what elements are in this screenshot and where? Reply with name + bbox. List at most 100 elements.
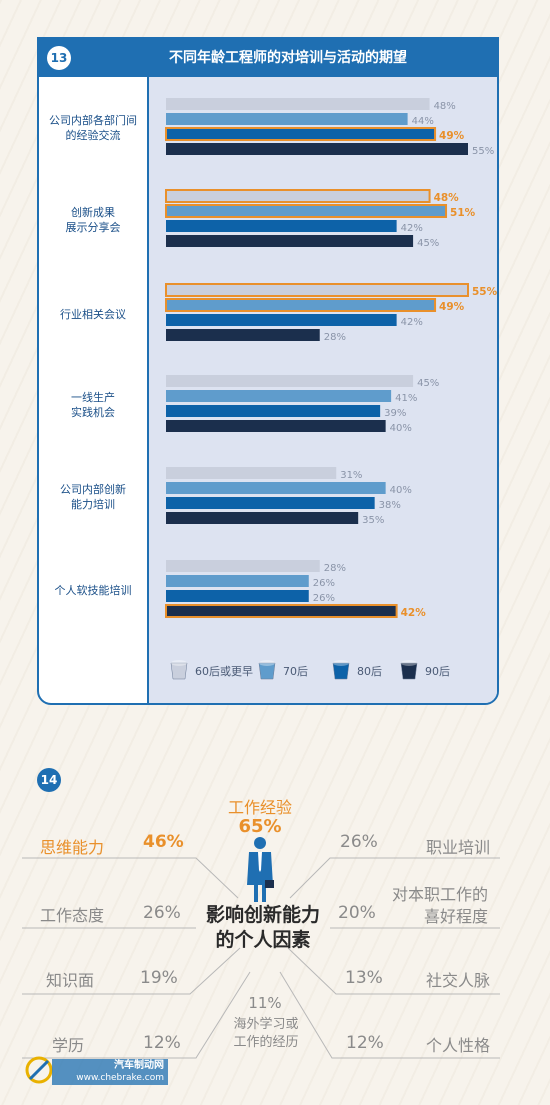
bar-value-label: 49% [439, 301, 465, 313]
watermark: 汽车制动网 www.chebrake.com [52, 1059, 168, 1085]
legend-item: 90后 [400, 660, 450, 680]
bar-value-label: 35% [362, 515, 384, 526]
legend-item: 80后 [332, 660, 382, 680]
bar-value-label: 31% [340, 470, 362, 481]
legend-label: 90后 [425, 665, 450, 678]
bar-value-label: 48% [434, 101, 456, 112]
legend-item: 60后或更早 [170, 660, 253, 680]
bar [166, 482, 386, 494]
legend-item: 70后 [258, 660, 308, 680]
bar-value-label: 45% [417, 378, 439, 389]
category-label: 行业相关会议 [60, 307, 126, 321]
bar-value-label: 40% [390, 485, 412, 496]
factor-thinking-value: 46% [143, 832, 184, 852]
factor-job-interest-label: 对本职工作的 喜好程度 [392, 885, 489, 926]
category-label: 一线生产 实践机会 [71, 391, 115, 419]
factor-personality-value: 12% [346, 1033, 384, 1053]
category-label: 公司内部创新 能力培训 [60, 483, 126, 511]
legend-label: 70后 [283, 665, 308, 678]
bar [166, 143, 468, 155]
bar [166, 375, 414, 387]
connector-line-right-3 [287, 947, 500, 995]
bar [166, 590, 309, 602]
factor-training-value: 26% [340, 832, 378, 852]
bar-value-label: 45% [417, 238, 439, 249]
legend-swatch [400, 662, 418, 680]
legend-swatch [258, 662, 276, 680]
legend-swatch [170, 662, 188, 680]
legend-swatch-top [401, 660, 417, 666]
bar-value-label: 44% [412, 116, 434, 127]
factor-attitude-label: 工作态度 [40, 906, 105, 925]
factor-work-experience-label: 工作经验 [227, 798, 292, 817]
legend-swatch [332, 662, 350, 680]
factor-overseas-label: 海外学习或 工作的经历 [233, 1017, 299, 1050]
bar [165, 127, 437, 141]
bar [166, 575, 309, 587]
connector-line-left-4 [22, 971, 251, 1059]
watermark-url: www.chebrake.com [76, 1073, 164, 1083]
bar-value-label: 28% [324, 332, 346, 343]
bar-value-label: 40% [390, 423, 412, 434]
bar [166, 560, 320, 572]
bar-value-label: 51% [450, 207, 476, 219]
bar [165, 298, 437, 312]
bar-value-label: 26% [313, 578, 335, 589]
chart-13-number-badge: 13 [47, 46, 71, 70]
chart-13-svg: 48%44%49%55%48%51%42%45%55%49%42%28%45%4… [165, 98, 498, 680]
bar [166, 314, 397, 326]
bar-value-label: 42% [401, 317, 423, 328]
watermark-name: 汽车制动网 [114, 1060, 164, 1071]
bar [165, 283, 469, 297]
bar [166, 390, 392, 402]
bar-value-label: 55% [472, 286, 498, 298]
category-label: 创新成果 展示分享会 [65, 206, 121, 234]
chart-13-axis-divider [147, 77, 149, 703]
bar [165, 189, 431, 203]
factor-knowledge-value: 19% [140, 968, 178, 988]
bar [166, 405, 381, 417]
bar [166, 497, 375, 509]
legend-swatch-top [259, 660, 275, 666]
bar-value-label: 28% [324, 563, 346, 574]
legend-label: 60后或更早 [195, 665, 253, 678]
factor-training-label: 职业培训 [426, 838, 491, 857]
factor-work-experience-value: 65% [238, 816, 282, 837]
factor-education-label: 学历 [52, 1036, 85, 1055]
bar [166, 420, 386, 432]
factor-overseas-value: 11% [248, 994, 282, 1012]
factor-knowledge-label: 知识面 [46, 971, 95, 990]
legend-swatch-top [171, 660, 187, 666]
bar [165, 204, 448, 218]
bar-value-label: 49% [439, 130, 465, 142]
factor-personality-label: 个人性格 [426, 1036, 491, 1055]
legend-swatch-top [333, 660, 349, 666]
bar [166, 113, 408, 125]
bar [166, 98, 430, 110]
factor-education-value: 12% [143, 1033, 181, 1053]
legend-label: 80后 [357, 665, 382, 678]
factor-thinking-label: 思维能力 [40, 838, 105, 857]
category-label: 个人软技能培训 [54, 583, 132, 597]
chart-13-title: 不同年龄工程师的对培训与活动的期望 [169, 50, 407, 66]
bar-value-label: 26% [313, 593, 335, 604]
connector-line-left-3 [22, 947, 241, 995]
connector-line-right-1 [289, 857, 500, 899]
bar-value-label: 48% [434, 192, 460, 204]
bar [166, 467, 337, 479]
bar [166, 329, 320, 341]
bar-value-label: 41% [395, 393, 417, 404]
bar [166, 512, 359, 524]
bar-value-label: 38% [379, 500, 401, 511]
chart-13: 13 不同年龄工程师的对培训与活动的期望 公司内部各部门间 的经验交流 创新成果 … [37, 37, 499, 705]
connector-line-right-4 [279, 971, 500, 1059]
bar [165, 604, 398, 618]
chart-13-header: 13 不同年龄工程师的对培训与活动的期望 [39, 39, 497, 77]
chart-14-title: 影响创新能力 的个人因素 [205, 904, 320, 951]
watermark-logo [25, 1056, 53, 1084]
bar-value-label: 55% [472, 146, 494, 157]
factor-network-label: 社交人脉 [426, 971, 491, 990]
bar [166, 220, 397, 232]
bar-value-label: 42% [401, 607, 427, 619]
